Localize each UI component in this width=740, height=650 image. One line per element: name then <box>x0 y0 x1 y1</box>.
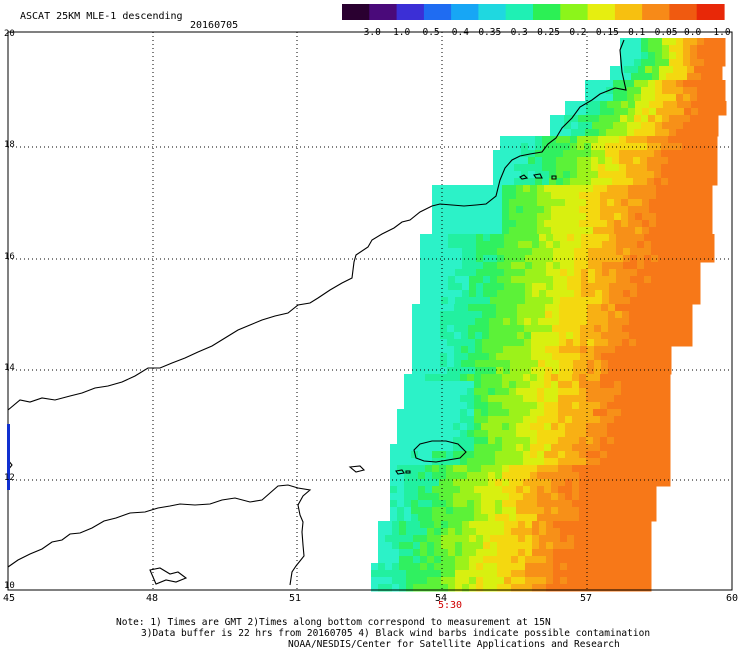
colorbar-swatch <box>614 4 643 20</box>
colorbar-swatch <box>369 4 398 20</box>
y-tick-14: 14 <box>4 363 15 373</box>
footer-note-2: 3)Data buffer is 22 hrs from 20160705 4)… <box>141 628 651 639</box>
x-tick-57: 57 <box>580 593 593 604</box>
colorbar-swatch <box>478 4 507 20</box>
y-tick-10: 10 <box>4 581 15 591</box>
coastline <box>7 39 627 586</box>
colorbar-swatch <box>342 4 370 20</box>
x-tick-48: 48 <box>146 593 159 604</box>
colorbar-swatch <box>642 4 670 20</box>
y-tick-16: 16 <box>4 252 15 262</box>
colorbar-swatch <box>587 4 616 20</box>
map-title: ASCAT 25KM MLE-1 descending <box>20 11 183 22</box>
colorbar <box>342 4 725 20</box>
colorbar-swatch <box>423 4 452 20</box>
colorbar-swatch <box>451 4 479 20</box>
colorbar-swatch <box>533 4 561 20</box>
colorbar-swatch <box>505 4 534 20</box>
data-swath <box>371 38 727 592</box>
map-frame <box>7 31 733 591</box>
lat-lon-grid <box>8 32 732 590</box>
x-tick-45: 45 <box>3 593 16 604</box>
map-date: 20160705 <box>190 20 239 31</box>
x-tick-54: 54 <box>435 593 448 604</box>
edge-bar <box>7 424 10 490</box>
colorbar-swatch <box>396 4 425 20</box>
footer-note-3: NOAA/NESDIS/Center for Satellite Applica… <box>288 639 620 650</box>
x-tick-60: 60 <box>726 593 739 604</box>
colorbar-swatch <box>560 4 589 20</box>
colorbar-swatch <box>669 4 698 20</box>
x-tick-51: 51 <box>289 593 302 604</box>
y-tick-18: 18 <box>4 140 15 150</box>
y-tick-20: 20 <box>4 29 15 39</box>
time-marker: 5:30 <box>438 600 463 611</box>
colorbar-swatch <box>696 4 725 20</box>
y-tick-12: 12 <box>4 473 15 483</box>
footer-note-1: Note: 1) Times are GMT 2)Times along bot… <box>116 617 551 628</box>
